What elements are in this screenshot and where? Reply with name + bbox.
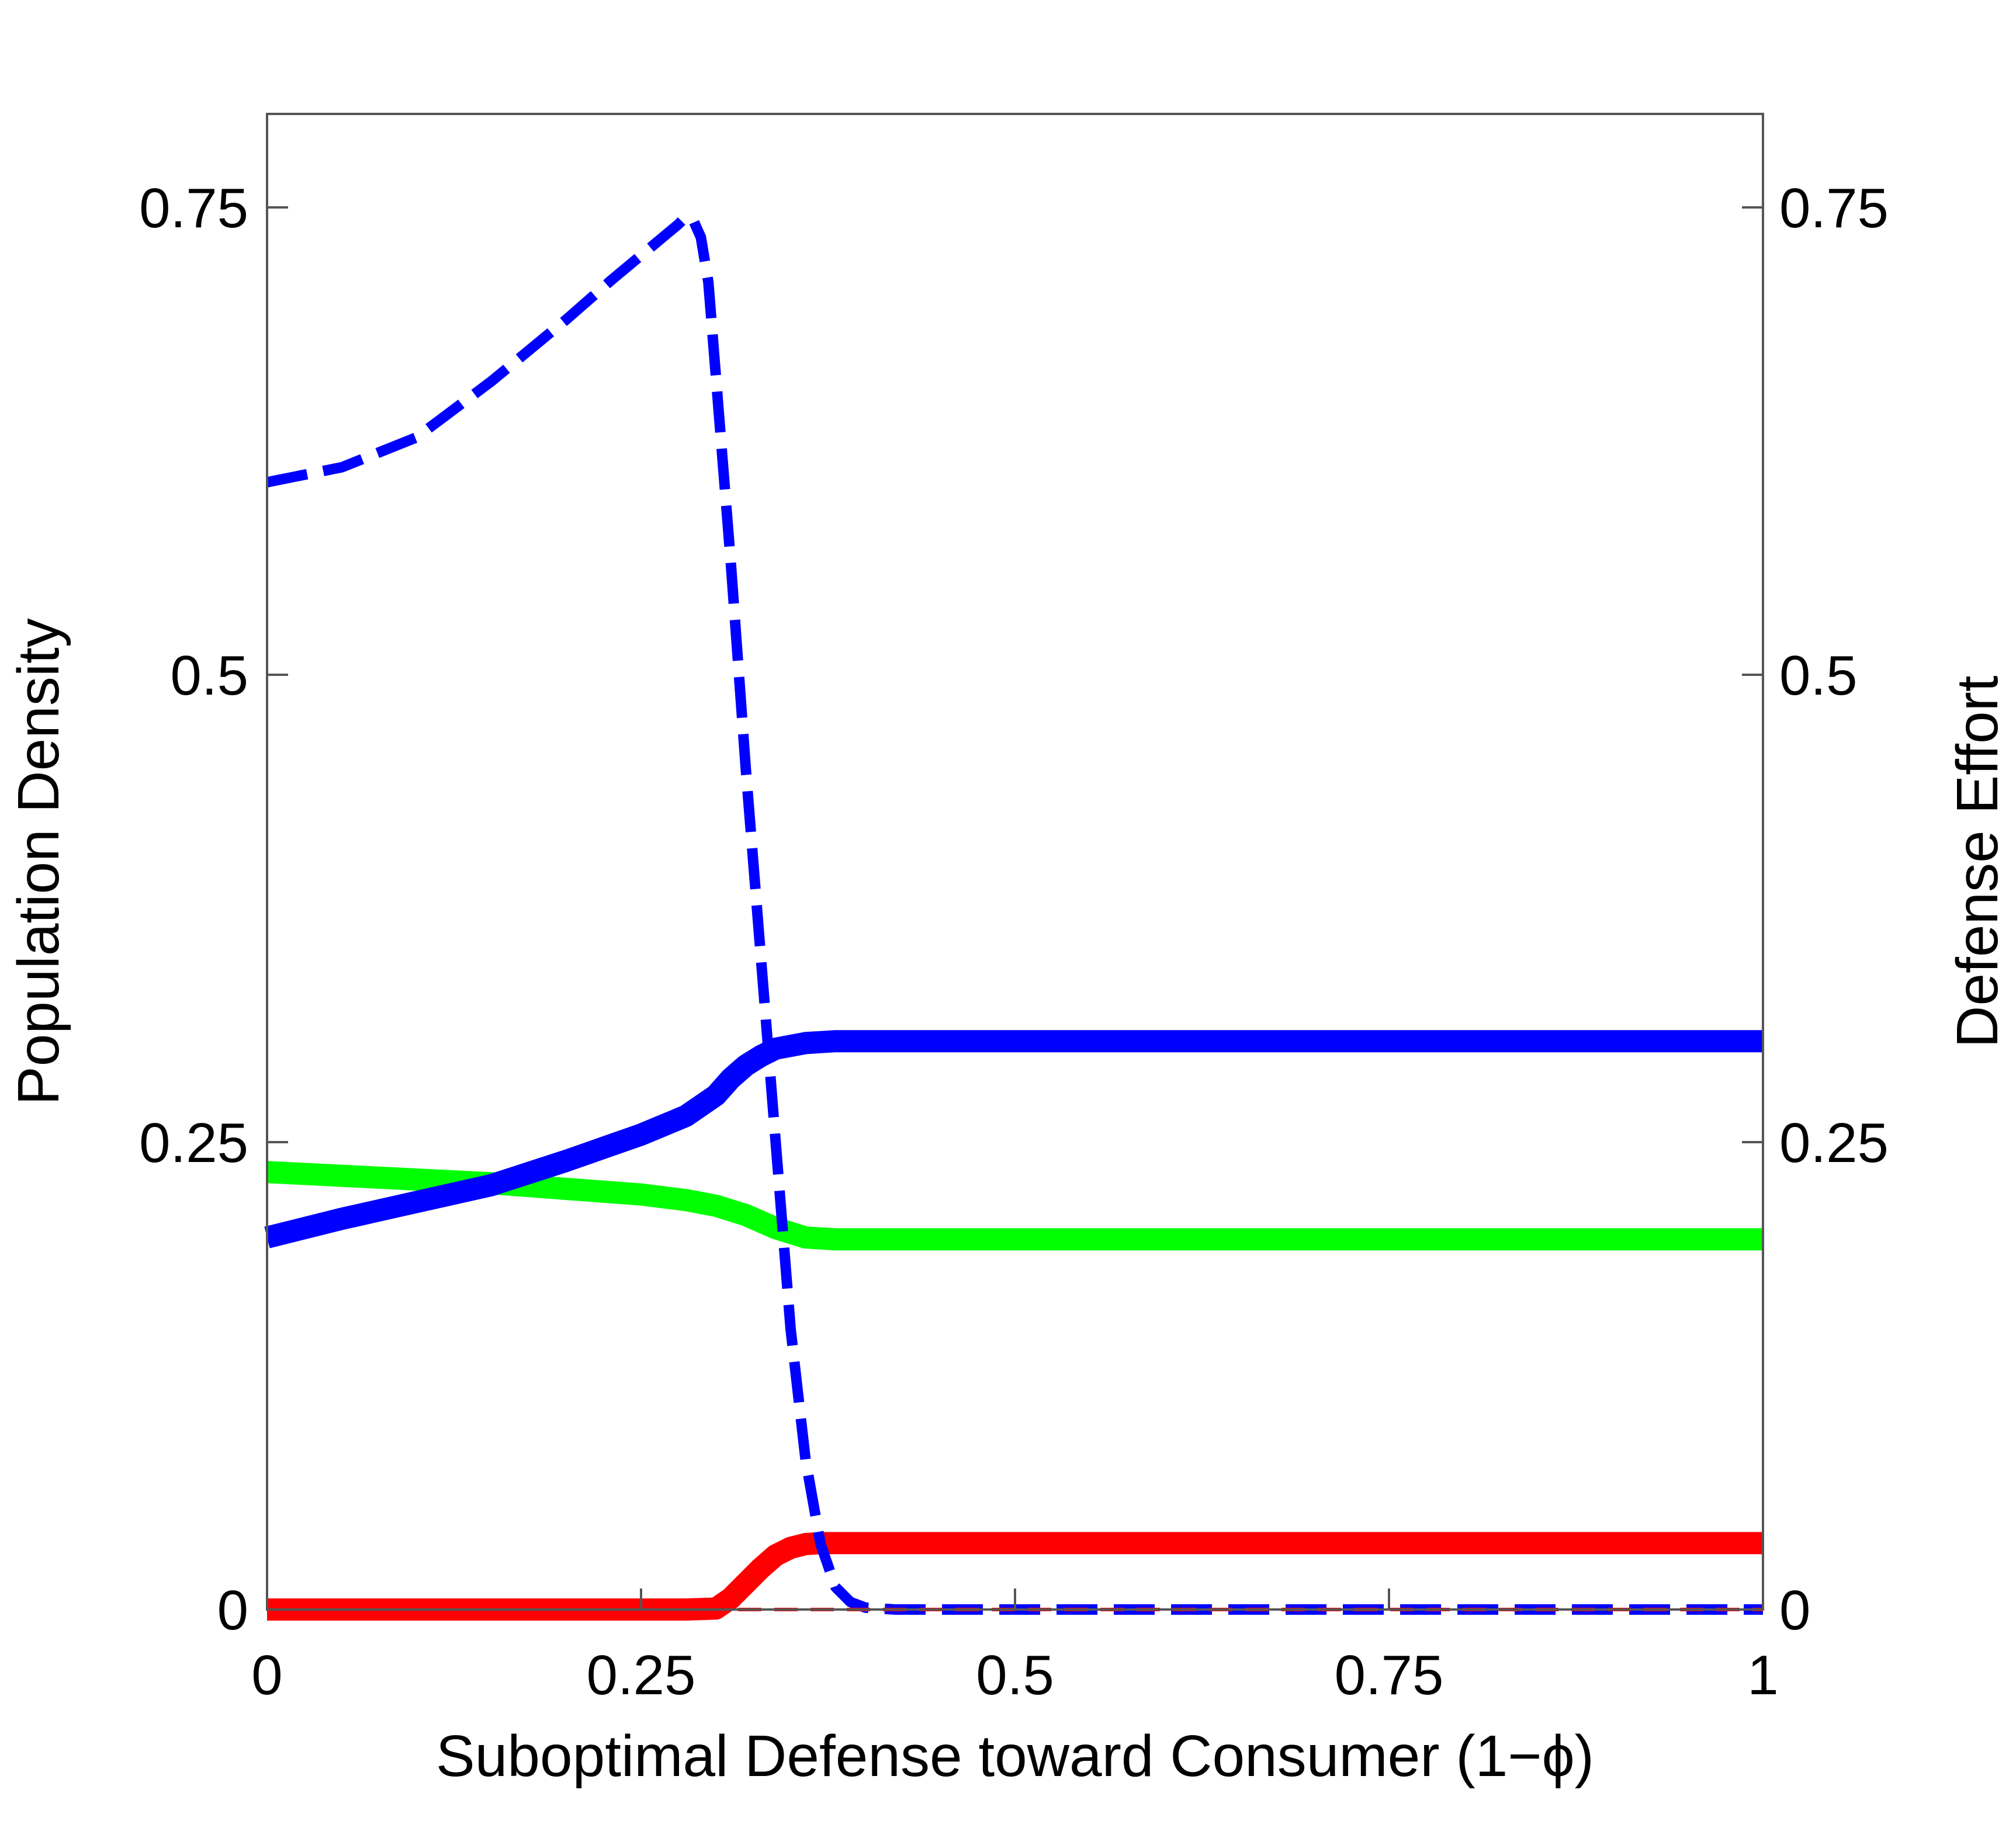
y-tick-label-left: 0.25 bbox=[139, 1112, 248, 1174]
y-tick-label-left: 0 bbox=[217, 1579, 248, 1642]
y-tick-label-right: 0 bbox=[1779, 1579, 1810, 1642]
x-tick-label: 1 bbox=[1747, 1644, 1778, 1706]
x-tick-label: 0.75 bbox=[1335, 1644, 1444, 1706]
y-tick-label-right: 0.75 bbox=[1779, 177, 1889, 240]
y-axis-title-right: Defense Effort bbox=[1945, 675, 2010, 1048]
x-tick-label: 0.25 bbox=[587, 1644, 696, 1706]
y-tick-label-left: 0.75 bbox=[139, 177, 248, 240]
y-tick-label-left: 0.5 bbox=[171, 644, 248, 707]
x-tick-label: 0.5 bbox=[976, 1644, 1054, 1706]
x-tick-label: 0 bbox=[251, 1644, 282, 1706]
series-line-1 bbox=[264, 1030, 1763, 1248]
y-tick-label-right: 0.5 bbox=[1779, 644, 1857, 707]
y-tick-label-right: 0.25 bbox=[1779, 1112, 1889, 1174]
y-axis-title-left: Population Density bbox=[6, 618, 71, 1105]
x-axis-title: Suboptimal Defense toward Consumer (1−ϕ) bbox=[436, 1723, 1594, 1789]
